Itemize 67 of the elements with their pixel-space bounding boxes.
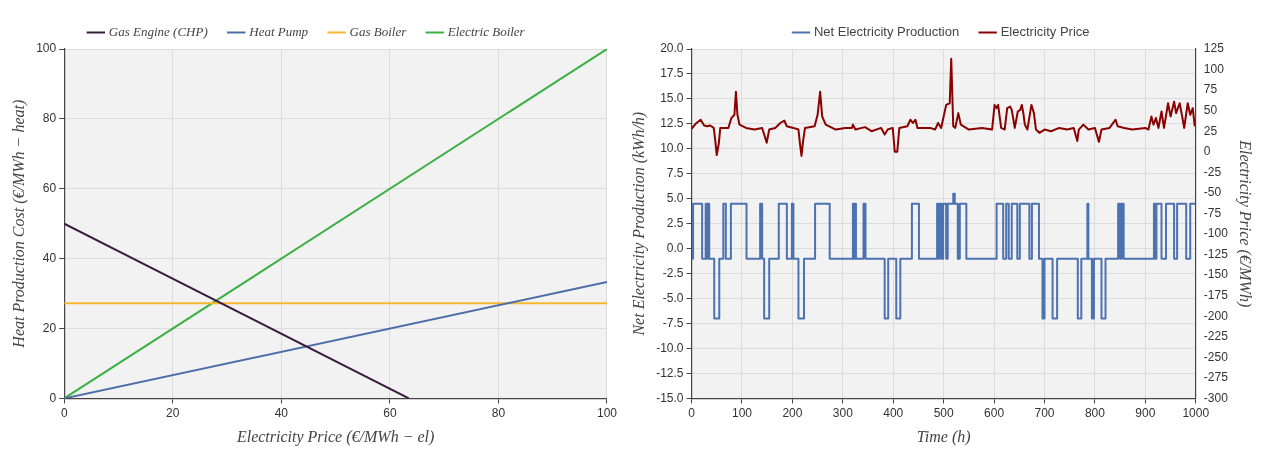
- y2-tick-label: 50: [1203, 102, 1218, 117]
- legend-label: Gas Engine (CHP): [108, 23, 208, 39]
- y-tick-label: -15.0: [656, 390, 684, 405]
- y2-tick-label: 100: [1203, 61, 1225, 76]
- x-tick-label: 60: [383, 405, 397, 420]
- y-axis-title: Heat Production Cost (€/MWh − heat): [9, 99, 28, 349]
- y-tick-label: 12.5: [660, 116, 684, 131]
- x-tick-label: 40: [274, 405, 289, 420]
- legend-label: Gas Boiler: [349, 23, 408, 39]
- y2-tick-label: 0: [1203, 144, 1211, 159]
- y-tick-label: 7.5: [666, 166, 684, 181]
- x-tick-label: 300: [832, 405, 854, 420]
- y-tick-label: -2.5: [662, 265, 684, 280]
- x-tick-label: 900: [1135, 405, 1156, 420]
- y-tick-label: 5.0: [666, 191, 684, 206]
- y-tick-label: -5.0: [662, 290, 684, 305]
- x-axis-title: Time (h): [916, 427, 971, 446]
- x-tick-label: 200: [782, 405, 803, 420]
- y-tick-label: 2.5: [666, 216, 684, 231]
- y2-tick-label: 75: [1203, 82, 1218, 97]
- y-tick-label: -12.5: [656, 365, 684, 380]
- y-tick-label: 40: [42, 250, 57, 265]
- y2-tick-label: -25: [1203, 164, 1222, 179]
- y-tick-label: 0.0: [666, 240, 684, 255]
- y-axis-title: Net Electricity Production (kWh/h): [629, 111, 648, 337]
- x-tick-label: 0: [688, 405, 696, 420]
- y-tick-label: 80: [42, 111, 57, 126]
- legend-label: Net Electricity Production: [813, 24, 960, 40]
- y2-axis-title: Electricity Price (€/MWh): [1236, 139, 1255, 308]
- x-tick-label: 400: [883, 405, 904, 420]
- y-tick-label: 10.0: [660, 141, 684, 156]
- y-tick-label: 17.5: [660, 66, 684, 81]
- y2-tick-label: -150: [1203, 267, 1229, 282]
- y2-tick-label: -275: [1203, 370, 1229, 385]
- x-tick-label: 100: [596, 405, 618, 420]
- y2-tick-label: -175: [1203, 287, 1229, 302]
- x-tick-label: 80: [491, 405, 506, 420]
- x-tick-label: 600: [984, 405, 1005, 420]
- y-tick-label: -7.5: [662, 315, 684, 330]
- x-tick-label: 0: [60, 405, 68, 420]
- y2-tick-label: -225: [1203, 329, 1229, 344]
- x-tick-label: 1000: [1182, 405, 1210, 420]
- y2-tick-label: 125: [1203, 41, 1225, 56]
- y2-tick-label: -200: [1203, 308, 1229, 323]
- y2-tick-label: 25: [1203, 123, 1218, 138]
- y-tick-label: 20.0: [660, 41, 684, 56]
- y-tick-label: 100: [36, 41, 57, 56]
- y2-tick-label: -100: [1203, 226, 1229, 241]
- x-tick-label: 100: [731, 405, 753, 420]
- y2-tick-label: -50: [1203, 185, 1222, 200]
- y2-tick-label: -250: [1203, 349, 1229, 364]
- y-tick-label: 0: [49, 390, 57, 405]
- x-tick-label: 20: [166, 405, 180, 420]
- y-tick-label: 15.0: [660, 91, 684, 106]
- y2-tick-label: -300: [1203, 390, 1229, 405]
- y2-tick-label: -75: [1203, 205, 1222, 220]
- x-axis-title: Electricity Price (€/MWh − el): [235, 427, 435, 446]
- legend-label: Electric Boiler: [446, 23, 526, 39]
- legend-label: Heat Pump: [248, 23, 309, 39]
- y-tick-label: -10.0: [656, 340, 684, 355]
- x-tick-label: 500: [933, 405, 954, 420]
- y-tick-label: 20: [42, 320, 57, 335]
- y2-tick-label: -125: [1203, 246, 1229, 261]
- x-tick-label: 800: [1084, 405, 1106, 420]
- y-tick-label: 60: [42, 181, 57, 196]
- x-tick-label: 700: [1034, 405, 1055, 420]
- legend-label: Electricity Price: [1000, 24, 1090, 40]
